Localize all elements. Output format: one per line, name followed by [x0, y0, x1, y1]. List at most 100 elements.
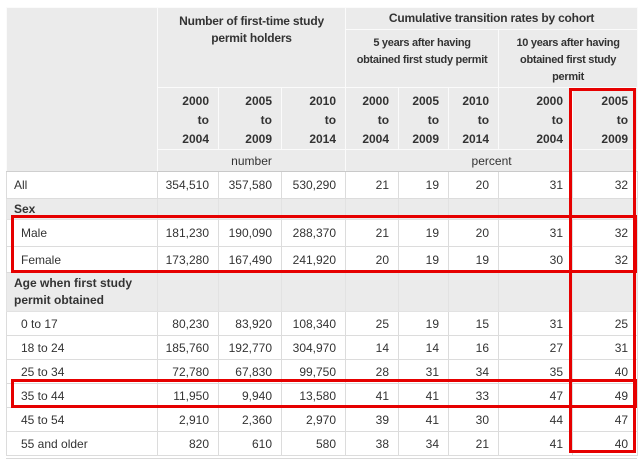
cell-value: 30: [498, 246, 574, 273]
cell-value: 530,290: [280, 171, 347, 199]
units-number-header: number: [156, 149, 347, 172]
cell-value: 40: [572, 359, 639, 384]
cell-value: 32: [572, 171, 639, 199]
cell-value: 19: [398, 171, 450, 199]
cell-value: 34: [398, 431, 450, 456]
cell-value: 173,280: [157, 246, 219, 273]
cell-value: 19: [398, 219, 450, 247]
group-row-filler-cell: [498, 272, 574, 312]
row-label: 0 to 17: [6, 311, 158, 336]
row-label: 35 to 44: [6, 383, 158, 408]
row-label: All: [6, 171, 158, 199]
year-range-header: 2000 to 2004: [498, 87, 574, 150]
group-row-filler-cell: [572, 272, 639, 312]
number-group-header: Number of first-time study permit holder…: [156, 7, 347, 88]
row-label: Male: [6, 219, 158, 247]
cell-value: 2,910: [157, 407, 219, 432]
group-row-filler-cell: [157, 272, 219, 312]
cell-value: 181,230: [157, 219, 219, 247]
group-row-filler-cell: [218, 272, 282, 312]
rates-group-header: Cumulative transition rates by cohort: [345, 7, 639, 30]
cell-value: 25: [345, 311, 400, 336]
cell-value: 19: [448, 246, 500, 273]
table-row: 55 and older 820 610 580 38 34 21 41 40: [6, 431, 639, 456]
cell-value: 41: [345, 383, 400, 408]
cell-value: 192,770: [218, 335, 282, 360]
cell-value: 41: [398, 407, 450, 432]
cell-value: 31: [498, 171, 574, 199]
cell-value: 14: [398, 335, 450, 360]
group-row-filler-cell: [345, 272, 400, 312]
cell-value: 27: [498, 335, 574, 360]
table-row: 45 to 54 2,910 2,360 2,970 39 41 30 44 47: [6, 407, 639, 432]
cell-value: 35: [498, 359, 574, 384]
group-row-filler-cell: [448, 198, 500, 220]
ten-year-subheader: 10 years after having obtained first stu…: [498, 29, 639, 88]
cell-value: 190,090: [218, 219, 282, 247]
table-row: 0 to 17 80,230 83,920 108,340 25 19 15 31 25: [6, 311, 639, 336]
cell-value: 40: [572, 431, 639, 456]
cell-value: 47: [498, 383, 574, 408]
cell-value: 2,360: [218, 407, 282, 432]
cell-value: 820: [157, 431, 219, 456]
cell-value: 13,580: [280, 383, 347, 408]
cell-value: 80,230: [157, 311, 219, 336]
year-range-header: 2010 to 2014: [448, 87, 500, 150]
cell-value: 83,920: [218, 311, 282, 336]
cell-value: 38: [345, 431, 400, 456]
cell-value: 49: [572, 383, 639, 408]
table-body: All 354,510 357,580 530,290 21 19 20 31 32 Sex Mal…: [6, 171, 639, 456]
cell-value: 20: [448, 219, 500, 247]
cell-value: 47: [572, 407, 639, 432]
group-row-filler-cell: [280, 272, 347, 312]
cell-value: 15: [448, 311, 500, 336]
cell-value: 34: [448, 359, 500, 384]
table-row: Male 181,230 190,090 288,370 21 19 20 31 32: [6, 219, 639, 247]
cell-value: 288,370: [280, 219, 347, 247]
cell-value: 610: [218, 431, 282, 456]
cell-value: 21: [345, 219, 400, 247]
cell-value: 28: [345, 359, 400, 384]
year-range-header-row: 2000 to 2004 2005 to 2009 2010 to 2014 2000…: [7, 87, 639, 150]
cell-value: 41: [498, 431, 574, 456]
cell-value: 241,920: [280, 246, 347, 273]
group-row-filler-cell: [398, 198, 450, 220]
cell-value: 304,970: [280, 335, 347, 360]
cell-value: 31: [572, 335, 639, 360]
corner-header-cell: [6, 7, 158, 172]
year-range-header: 2005 to 2009: [398, 87, 450, 150]
cell-value: 2,970: [280, 407, 347, 432]
cell-value: 20: [345, 246, 400, 273]
cell-value: 39: [345, 407, 400, 432]
year-range-header: 2000 to 2004: [157, 87, 219, 150]
group-row-filler-cell: [398, 272, 450, 312]
cell-value: 72,780: [157, 359, 219, 384]
year-range-header: 2010 to 2014: [280, 87, 347, 150]
cell-value: 21: [345, 171, 400, 199]
cell-value: 11,950: [157, 383, 219, 408]
cell-value: 31: [498, 219, 574, 247]
row-label: 25 to 34: [6, 359, 158, 384]
group-row-filler-cell: [345, 198, 400, 220]
table-bottom-divider: [6, 458, 637, 459]
row-label: 55 and older: [6, 431, 158, 456]
cell-value: 21: [448, 431, 500, 456]
cell-value: 31: [498, 311, 574, 336]
group-row-label: Age when first study permit obtained: [6, 272, 158, 312]
group-row-filler-cell: [280, 198, 347, 220]
cell-value: 67,830: [218, 359, 282, 384]
cell-value: 25: [572, 311, 639, 336]
cell-value: 30: [448, 407, 500, 432]
table-row: Female 173,280 167,490 241,920 20 19 19 30 32: [6, 246, 639, 273]
units-percent-header: percent: [345, 149, 639, 172]
group-row: Sex: [6, 198, 639, 220]
five-year-subheader: 5 years after having obtained first stud…: [345, 29, 500, 88]
cell-value: 167,490: [218, 246, 282, 273]
cell-value: 9,940: [218, 383, 282, 408]
cell-value: 580: [280, 431, 347, 456]
group-row-label: Sex: [6, 198, 158, 220]
cell-value: 31: [398, 359, 450, 384]
cell-value: 185,760: [157, 335, 219, 360]
table-row: 18 to 24 185,760 192,770 304,970 14 14 16 27 31: [6, 335, 639, 360]
